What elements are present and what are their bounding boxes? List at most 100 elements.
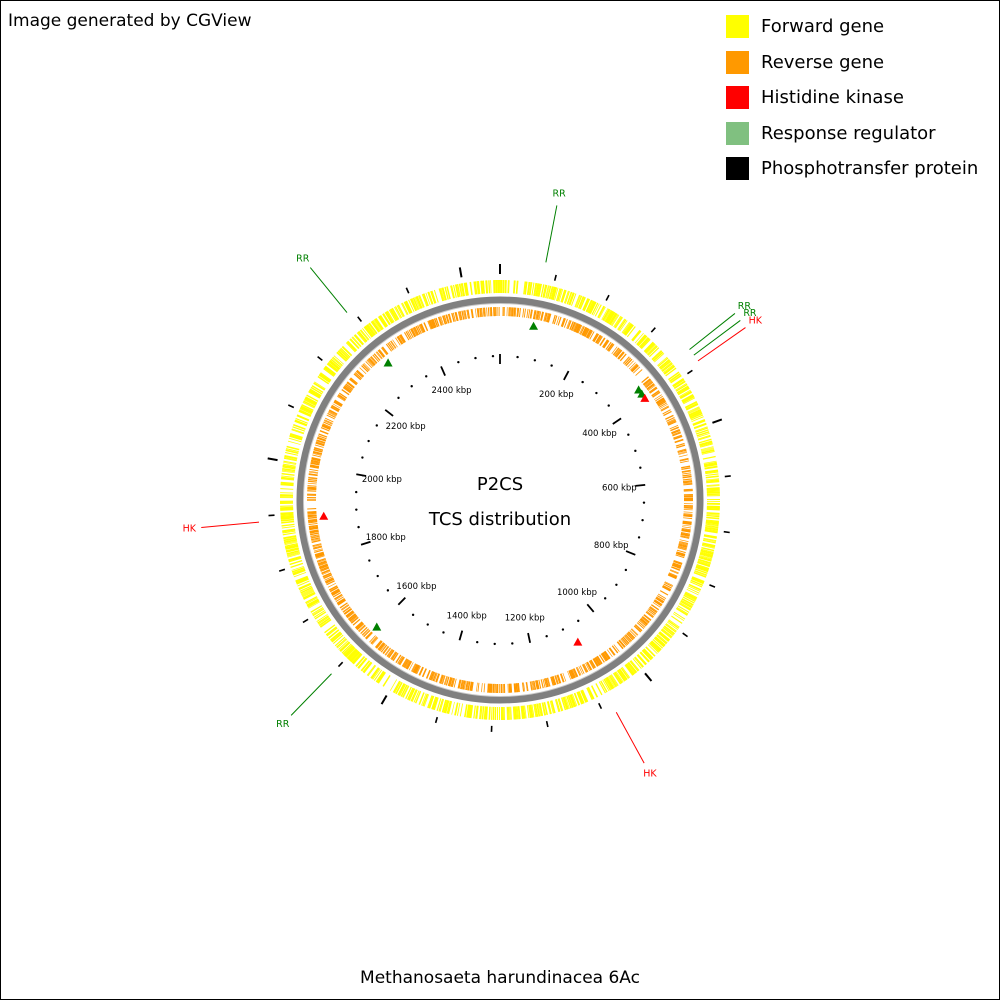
forward-gene (392, 307, 400, 320)
reverse-gene (328, 410, 337, 416)
forward-gene (294, 420, 307, 427)
forward-gene (484, 706, 488, 720)
forward-gene (292, 569, 306, 575)
reverse-gene (667, 419, 676, 424)
reverse-gene (566, 320, 572, 329)
reverse-gene (311, 538, 321, 542)
forward-gene (533, 282, 537, 296)
reverse-gene (405, 331, 411, 340)
forward-gene (431, 290, 437, 304)
forward-gene (284, 541, 298, 546)
reverse-gene (643, 614, 652, 621)
forward-gene (300, 586, 313, 594)
reverse-gene (614, 348, 621, 357)
forward-gene (394, 306, 401, 319)
reverse-gene (499, 307, 500, 317)
scale-label: 1800 kbp (366, 533, 406, 543)
reverse-gene (320, 567, 330, 572)
reverse-gene (385, 647, 392, 656)
reverse-gene (627, 631, 635, 639)
forward-gene (313, 382, 326, 390)
reverse-gene (331, 589, 340, 595)
reverse-gene (617, 351, 625, 360)
reverse-gene (670, 426, 679, 431)
forward-gene (589, 301, 597, 315)
reverse-gene (470, 309, 474, 319)
reverse-gene (458, 311, 462, 321)
reverse-gene (450, 677, 454, 687)
reverse-gene (356, 623, 365, 631)
reverse-gene (523, 682, 526, 692)
scale-dot (376, 574, 379, 578)
reverse-gene (338, 392, 348, 399)
reverse-gene (500, 683, 502, 693)
forward-gene (323, 368, 335, 377)
forward-gene (586, 687, 593, 700)
forward-gene (337, 639, 348, 649)
forward-gene (371, 667, 380, 680)
rr-marker (372, 622, 382, 631)
forward-gene (292, 568, 305, 574)
reverse-gene (379, 643, 386, 652)
outer-tick (434, 716, 439, 724)
forward-gene (668, 371, 680, 381)
forward-gene (642, 648, 653, 660)
reverse-gene (350, 616, 359, 624)
reverse-gene (358, 624, 366, 632)
reverse-gene (659, 590, 669, 596)
reverse-gene (441, 675, 445, 685)
forward-gene (698, 438, 712, 444)
reverse-gene (344, 608, 353, 615)
reverse-gene (602, 652, 609, 661)
reverse-gene (585, 662, 590, 672)
forward-gene (473, 705, 476, 719)
reverse-gene (477, 308, 480, 318)
forward-gene (284, 539, 298, 544)
reverse-gene (311, 459, 321, 463)
reverse-gene (593, 657, 599, 667)
forward-gene (336, 351, 348, 362)
reverse-gene (356, 622, 364, 630)
forward-gene (625, 663, 635, 675)
reverse-gene (659, 404, 668, 409)
forward-gene (488, 280, 491, 294)
forward-gene (705, 523, 719, 526)
reverse-gene (337, 599, 346, 606)
reverse-gene (307, 493, 317, 496)
rr-label: RR (738, 301, 752, 312)
reverse-gene (376, 351, 383, 359)
forward-gene (491, 706, 493, 720)
forward-gene (605, 677, 613, 690)
reverse-gene (427, 320, 432, 330)
reverse-gene (678, 451, 687, 455)
reverse-gene (522, 308, 525, 318)
forward-gene (555, 699, 561, 712)
reverse-gene (317, 435, 327, 440)
forward-gene (292, 426, 305, 432)
forward-gene (355, 656, 366, 667)
forward-gene (318, 616, 330, 625)
forward-gene (643, 341, 654, 353)
scale-tick (397, 596, 406, 606)
forward-gene (647, 345, 658, 356)
reverse-gene (333, 401, 342, 408)
reverse-gene (678, 543, 688, 547)
forward-gene (295, 575, 308, 582)
forward-gene (677, 386, 689, 395)
reverse-gene (307, 508, 317, 510)
reverse-gene (390, 651, 397, 660)
reverse-gene (410, 328, 417, 337)
reverse-gene (321, 424, 331, 430)
center-title: P2CS (477, 474, 523, 495)
reverse-gene (337, 394, 346, 401)
forward-gene (529, 282, 533, 296)
reverse-gene (631, 365, 639, 373)
forward-gene (326, 363, 338, 373)
reverse-gene (342, 387, 351, 394)
outer-tick (405, 287, 410, 294)
legend-item-phosphotransfer-protein: Phosphotransfer protein (726, 151, 978, 187)
reverse-gene (356, 370, 364, 378)
forward-gene (578, 296, 585, 309)
forward-gene (603, 678, 612, 691)
forward-gene (658, 359, 670, 369)
